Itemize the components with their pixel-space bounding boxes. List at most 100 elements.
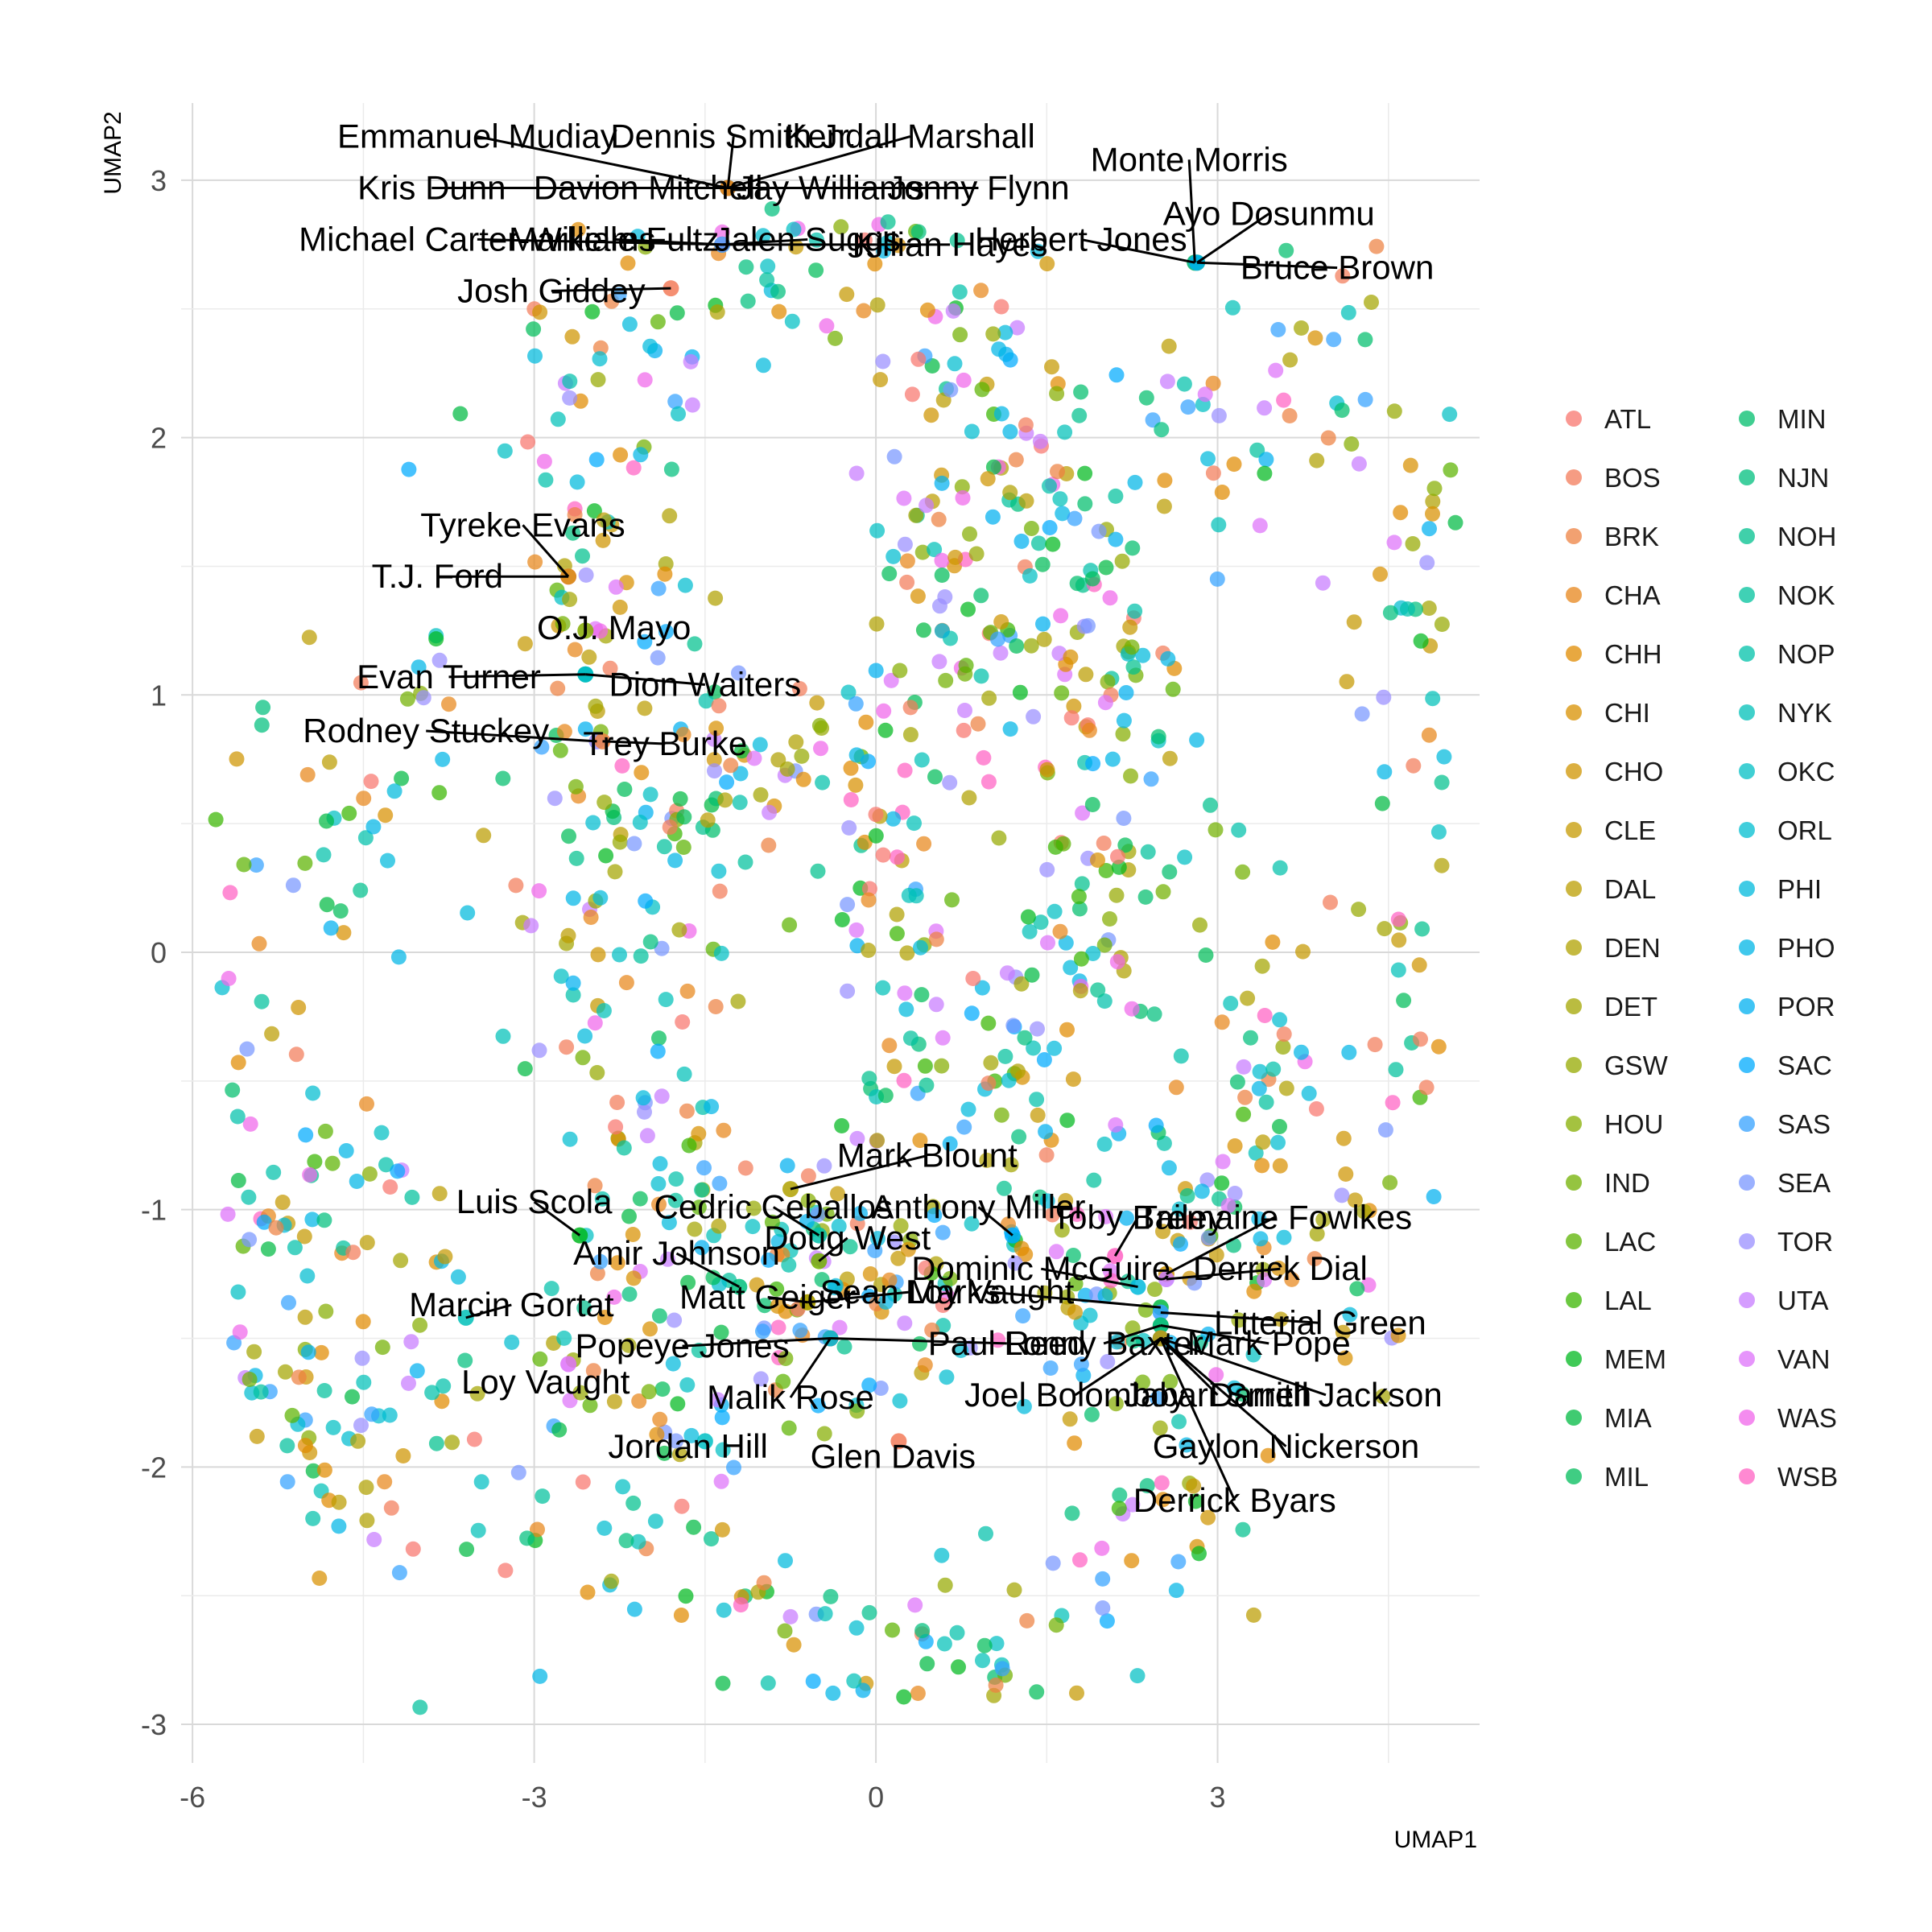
data-point — [1029, 1684, 1045, 1700]
data-point — [364, 1406, 380, 1422]
data-point — [1085, 946, 1101, 961]
data-point — [665, 1356, 681, 1372]
data-point — [570, 221, 586, 237]
data-point — [897, 1315, 913, 1331]
data-point — [1252, 518, 1268, 534]
data-point — [1214, 485, 1230, 500]
legend-label: SAS — [1777, 1109, 1831, 1139]
legend-label: NYK — [1777, 698, 1832, 728]
data-point — [355, 1314, 371, 1330]
data-point — [980, 471, 996, 487]
data-point — [709, 304, 725, 320]
data-point — [961, 790, 977, 806]
data-point — [532, 304, 548, 320]
legend-key — [1566, 1233, 1582, 1249]
data-point — [412, 1699, 428, 1715]
data-point — [1192, 917, 1208, 933]
data-point — [1421, 601, 1437, 616]
data-point — [975, 1653, 990, 1669]
data-point — [842, 1239, 858, 1255]
data-point — [885, 1622, 900, 1638]
point-label: Marcin Gortat — [409, 1286, 614, 1323]
data-point — [877, 1088, 894, 1104]
label-leader-line — [1187, 159, 1196, 263]
label-leader-line — [830, 1337, 1007, 1345]
data-point — [647, 1513, 663, 1530]
label-leader-line — [613, 237, 723, 246]
data-point — [794, 748, 810, 764]
data-point — [301, 630, 317, 646]
data-point — [652, 1411, 668, 1427]
data-point — [687, 1221, 703, 1237]
legend-label: BRK — [1604, 522, 1659, 551]
data-point — [575, 1050, 591, 1066]
data-point — [1338, 1166, 1354, 1182]
data-point — [356, 791, 372, 807]
data-point — [654, 1088, 670, 1104]
data-point — [625, 460, 642, 476]
data-point — [1125, 1496, 1141, 1513]
data-point — [560, 927, 576, 943]
point-label: Dennis Smith Jr. — [610, 118, 857, 155]
data-point — [708, 999, 724, 1014]
legend-label: SAC — [1777, 1051, 1832, 1080]
data-point — [618, 975, 634, 991]
data-point — [581, 649, 597, 665]
x-tick-label: 3 — [1210, 1781, 1226, 1814]
legend-label: MIL — [1604, 1462, 1649, 1492]
data-point — [1386, 403, 1402, 419]
data-point — [924, 1322, 940, 1338]
point-label: Joel Bolomboy — [964, 1376, 1186, 1414]
legend-key — [1566, 528, 1582, 544]
data-point — [1223, 996, 1239, 1011]
data-point — [1011, 1129, 1027, 1145]
data-point — [225, 1082, 241, 1098]
data-point — [1063, 960, 1079, 976]
data-point — [1052, 923, 1068, 939]
data-point — [782, 1608, 799, 1624]
data-point — [450, 1269, 466, 1285]
data-point — [716, 1122, 732, 1138]
legend-key — [1566, 469, 1582, 485]
data-point — [708, 590, 724, 606]
data-point — [1080, 617, 1096, 634]
data-point — [1162, 750, 1178, 766]
data-point — [953, 1343, 969, 1358]
points — [208, 180, 1463, 1715]
data-point — [660, 1251, 675, 1267]
data-point — [1047, 839, 1063, 855]
data-point — [848, 922, 865, 938]
data-point — [354, 1350, 370, 1366]
data-point — [1052, 491, 1068, 507]
legend-label: LAC — [1604, 1227, 1656, 1257]
data-point — [288, 1046, 304, 1063]
data-point — [1059, 1022, 1075, 1038]
data-point — [1116, 712, 1132, 729]
data-point — [1046, 1040, 1063, 1056]
data-point — [642, 338, 658, 354]
data-point — [965, 971, 981, 986]
data-point — [873, 372, 889, 388]
data-point — [1098, 863, 1114, 878]
data-point — [331, 1518, 347, 1534]
data-point — [869, 1231, 886, 1247]
data-point — [786, 1637, 802, 1653]
data-point — [590, 372, 606, 388]
data-point — [902, 700, 919, 716]
data-point — [556, 1330, 572, 1346]
data-point — [1062, 1411, 1078, 1427]
data-point — [980, 774, 997, 790]
data-point — [896, 1689, 912, 1705]
data-point — [415, 690, 431, 706]
data-point — [300, 1344, 316, 1360]
data-point — [1335, 1324, 1351, 1340]
data-point — [508, 877, 524, 894]
data-point — [1002, 423, 1018, 440]
data-point — [630, 1534, 646, 1550]
data-point — [781, 1257, 797, 1273]
data-point — [1078, 667, 1094, 683]
data-point — [1114, 553, 1130, 569]
data-point — [1346, 614, 1362, 630]
data-point — [638, 893, 654, 909]
data-point — [771, 303, 787, 320]
